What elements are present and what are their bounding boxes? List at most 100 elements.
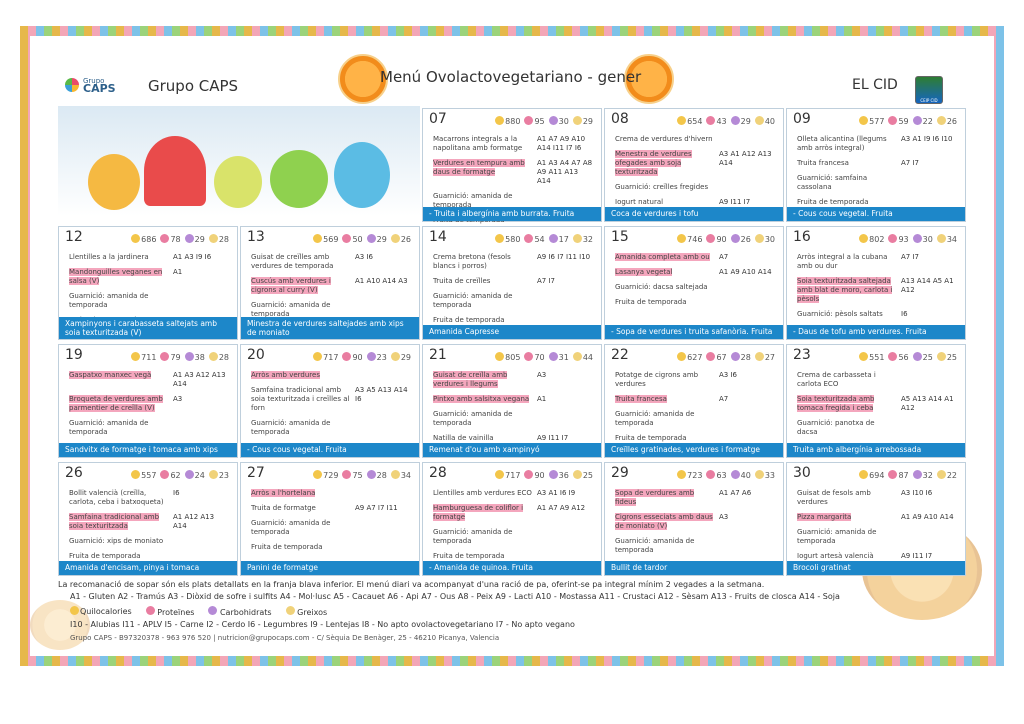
- allergen-codes: A7 I7: [901, 253, 919, 261]
- day-cell: 12 686 78 29 28 Llentilles a la jardinera A1 A…: [58, 226, 238, 340]
- dish-row: Fruita de temporada: [615, 298, 775, 307]
- day-number: 07: [429, 111, 447, 127]
- day-cell: 14 580 54 17 32 Crema bretona (fesols blancs …: [422, 226, 602, 340]
- dish-row: Cuscús amb verdures i cigrons al curry (…: [251, 277, 411, 295]
- dinner-suggestion: - Sopa de verdures i truita safanòria. F…: [605, 325, 783, 339]
- kcal-value: 577: [869, 117, 885, 126]
- fat-value: 27: [764, 353, 775, 362]
- nutrition-values: 805 70 31 44: [495, 352, 593, 362]
- fat-icon: [936, 116, 946, 125]
- dish-name: Amanida completa amb ou: [615, 253, 710, 261]
- day-cell: 15 746 90 26 30 Amanida completa amb ou A7 Lasa…: [604, 226, 784, 340]
- dish-row: Bollit valencià (creïlla, carlota, ceba …: [69, 489, 229, 507]
- dish-row: Fruita de temporada: [69, 552, 229, 561]
- blue-fruit-icon: [334, 142, 390, 208]
- dish-row: Soia texturitzada saltejada amb blat de …: [797, 277, 957, 304]
- dish-name: Guarnició: samfaina cassolana: [797, 174, 868, 191]
- dish-row: Hamburguesa de coliflor i formatge A1 A7 …: [433, 504, 593, 522]
- dish-name: Bollit valencià (creïlla, carlota, ceba …: [69, 489, 164, 506]
- kcal-value: 686: [141, 235, 157, 244]
- dish-name: Samfaina tradicional amb soia texturitza…: [251, 386, 350, 412]
- protein-icon: [524, 352, 534, 361]
- day-header: 20 717 90 23 29: [245, 347, 417, 365]
- dish-row: Fruita de temporada: [615, 434, 775, 443]
- dish-row: Llentilles a la jardinera A1 A3 I9 I6: [69, 253, 229, 262]
- allergen-codes: A3 A5 A13 A14 I6: [355, 386, 408, 403]
- kcal-value: 580: [505, 235, 521, 244]
- allergen-codes: A1 A3 A12 A13 A14: [173, 371, 226, 388]
- day-number: 08: [611, 111, 629, 127]
- carbs-icon: [912, 234, 922, 243]
- carbs-icon: [366, 470, 376, 479]
- allergen-codes: [355, 419, 411, 437]
- dish-name: Hamburguesa de coliflor i formatge: [433, 504, 524, 521]
- allergen-codes: A3: [537, 371, 547, 379]
- nutrition-values: 711 79 38 28: [131, 352, 229, 362]
- dish-row: Guarnició: amanida de temporada: [615, 537, 775, 555]
- fat-icon: [936, 234, 946, 243]
- dish-name: Arròs amb verdures: [251, 371, 320, 379]
- kcal-icon: [677, 470, 687, 479]
- dish-row: Macarrons integrals a la napolitana amb …: [433, 135, 593, 153]
- fat-value: 23: [218, 471, 229, 480]
- carbs-icon: [184, 470, 194, 479]
- dish-name: Fruita de temporada: [251, 543, 323, 551]
- allergen-codes: A1: [537, 395, 547, 403]
- day-number: 21: [429, 347, 447, 363]
- carbs-key: Carbohidrats: [219, 608, 272, 617]
- protein-value: 93: [898, 235, 909, 244]
- carbs-icon: [548, 352, 558, 361]
- protein-value: 75: [352, 471, 363, 480]
- allergen-codes: A3 I10 I6: [901, 489, 933, 497]
- protein-icon: [888, 116, 898, 125]
- allergen-codes: [719, 183, 775, 192]
- fat-value: 32: [582, 235, 593, 244]
- day-cell: 26 557 62 24 23 Bollit valencià (creïlla, car…: [58, 462, 238, 576]
- nutrition-values: 686 78 29 28: [131, 234, 229, 244]
- fat-icon: [754, 116, 764, 125]
- nutrition-values: 717 90 36 25: [495, 470, 593, 480]
- allergen-codes: A7 I7: [537, 277, 555, 285]
- dinner-suggestion: Bullit de tardor: [605, 561, 783, 575]
- allergen-codes: A1 A3 A4 A7 A8 A9 A11 A13 A14: [537, 159, 593, 185]
- dinner-suggestion: - Cous cous vegetal. Fruita: [241, 443, 419, 457]
- day-header: 26 557 62 24 23: [63, 465, 235, 483]
- protein-key: Proteïnes: [157, 608, 195, 617]
- nutrition-values: 723 63 40 33: [677, 470, 775, 480]
- dish-name: Guarnició: xips de moniato: [69, 537, 164, 545]
- allergen-codes: A1 A7 A9 A10 A14 I11 I7 I6: [537, 135, 586, 152]
- dish-name: Crema bretona (fesols blancs i porros): [433, 253, 511, 270]
- allergen-codes: [901, 371, 957, 389]
- carbs-value: 17: [558, 235, 569, 244]
- protein-value: 63: [716, 471, 727, 480]
- dish-name: Menestra de verdures ofegades amb soja t…: [615, 150, 692, 176]
- fat-value: 28: [218, 353, 229, 362]
- allergen-codes: A3 A1 A12 A13 A14: [719, 150, 772, 167]
- kcal-value: 711: [141, 353, 157, 362]
- dish-row: Verdures en tempura amb daus de formatge…: [433, 159, 593, 186]
- dish-name: Llentilles amb verdures ECO: [433, 489, 532, 497]
- day-cell: 20 717 90 23 29 Arròs amb verdures Samfaina tr…: [240, 344, 420, 458]
- dish-name: Fruita de temporada: [615, 298, 687, 306]
- protein-icon: [160, 234, 170, 243]
- dish-row: Amanida completa amb ou A7: [615, 253, 775, 262]
- day-header: 30 694 87 32 22: [791, 465, 963, 483]
- day-cell: 07 880 95 30 29 Macarrons integrals a la napo…: [422, 108, 602, 224]
- dish-row: Potatge de cigrons amb verdures A3 I6: [615, 371, 775, 389]
- protein-value: 78: [170, 235, 181, 244]
- carbs-value: 22: [922, 117, 933, 126]
- allergen-codes: A3: [173, 395, 183, 403]
- fat-value: 34: [400, 471, 411, 480]
- day-number: 22: [611, 347, 629, 363]
- dish-list: Llentilles amb verdures ECO A3 A1 I6 I9 Ha…: [433, 489, 593, 576]
- fat-value: 30: [764, 235, 775, 244]
- dish-name: Truita francesa: [797, 159, 849, 167]
- dish-name: Guisat de fesols amb verdures: [797, 489, 871, 506]
- carbs-icon: [366, 352, 376, 361]
- protein-icon: [524, 470, 534, 479]
- day-header: 27 729 75 28 34: [245, 465, 417, 483]
- fat-icon: [754, 470, 764, 479]
- orange-mascot-icon: [338, 54, 388, 104]
- dinner-suggestion: Panini de formatge: [241, 561, 419, 575]
- allergen-codes: [173, 552, 229, 561]
